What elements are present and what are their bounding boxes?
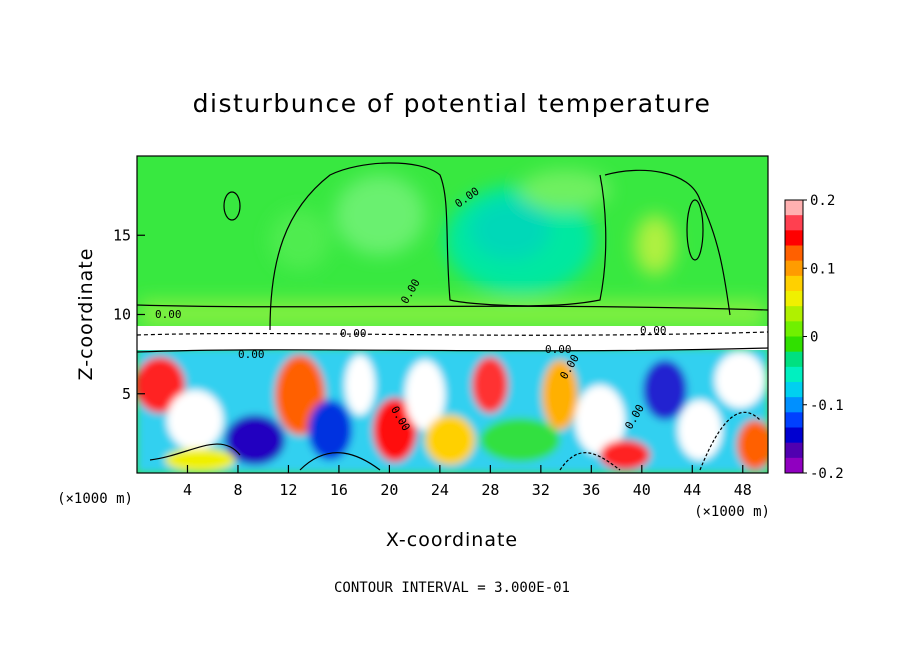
- x-tick-label: 28: [481, 481, 499, 499]
- colorbar-swatch: [785, 245, 803, 262]
- colorbar-swatch: [785, 442, 803, 459]
- x-tick-label: 16: [330, 481, 348, 499]
- y-tick-label: 10: [113, 306, 131, 324]
- x-tick-label: 12: [279, 481, 297, 499]
- y-tick-label: 5: [122, 385, 131, 403]
- x-tick-label: 4: [183, 481, 192, 499]
- x-tick-label: 24: [431, 481, 449, 499]
- x-tick-label: 32: [532, 481, 550, 499]
- x-axis-ticks: 4 8 12 16 20 24 28 32 36 40 44 48: [183, 465, 752, 499]
- colorbar-swatch: [785, 382, 803, 398]
- contour-label: 0.00: [545, 343, 572, 356]
- chart-title: disturbunce of potential temperature: [193, 89, 712, 118]
- colorbar-swatch: [785, 230, 803, 246]
- x-tick-label: 40: [633, 481, 651, 499]
- contour-label: 0.00: [340, 327, 367, 340]
- colorbar-tick-label: -0.1: [810, 398, 844, 414]
- x-tick-label: 36: [582, 481, 600, 499]
- colorbar-swatch: [785, 215, 803, 231]
- x-axis-unit-left: (×1000 m): [57, 491, 133, 507]
- x-tick-label: 44: [683, 481, 701, 499]
- colorbar-swatch: [785, 200, 803, 216]
- lower-field: [137, 348, 768, 473]
- contours: [137, 162, 768, 471]
- colorbar-swatch: [785, 321, 803, 337]
- y-tick-label: 15: [113, 226, 131, 244]
- colorbar-swatch: [785, 275, 803, 292]
- colorbar-swatch: [785, 457, 803, 474]
- plot-area: 0.00 0.00 0.00 0.00 0.00 0.00 0.00 0.00 …: [137, 156, 768, 473]
- colorbar-swatch: [785, 397, 803, 413]
- x-tick-label: 20: [380, 481, 398, 499]
- x-tick-label: 48: [734, 481, 752, 499]
- x-axis-label: X-coordinate: [386, 529, 518, 551]
- colorbar: 0.2 0.1 0 -0.1 -0.2: [784, 193, 844, 482]
- upper-field: [140, 170, 765, 328]
- contour-label: 0.00: [155, 308, 182, 321]
- colorbar-tick-label: 0: [810, 330, 818, 346]
- colorbar-swatch: [785, 366, 803, 383]
- contour-interval-note: CONTOUR INTERVAL = 3.000E-01: [334, 580, 570, 596]
- contour-label: 0.00: [238, 348, 265, 361]
- colorbar-swatch: [785, 260, 803, 277]
- colorbar-swatch: [785, 306, 803, 322]
- colorbar-tick-label: 0.2: [810, 193, 835, 209]
- contour-label: 0.00: [640, 324, 667, 337]
- x-axis-unit-right: (×1000 m): [694, 504, 770, 520]
- colorbar-swatch: [785, 427, 803, 444]
- inversion-band: [137, 326, 768, 350]
- y-axis-label: Z-coordinate: [75, 248, 97, 381]
- colorbar-swatch: [785, 336, 803, 353]
- colorbar-swatch: [785, 291, 803, 307]
- colorbar-swatch: [785, 412, 803, 428]
- x-tick-label: 8: [233, 481, 242, 499]
- colorbar-swatch: [785, 351, 803, 368]
- colorbar-tick-label: 0.1: [810, 261, 835, 277]
- y-axis-ticks: 5 10 15: [113, 226, 145, 403]
- colorbar-tick-label: -0.2: [810, 466, 844, 482]
